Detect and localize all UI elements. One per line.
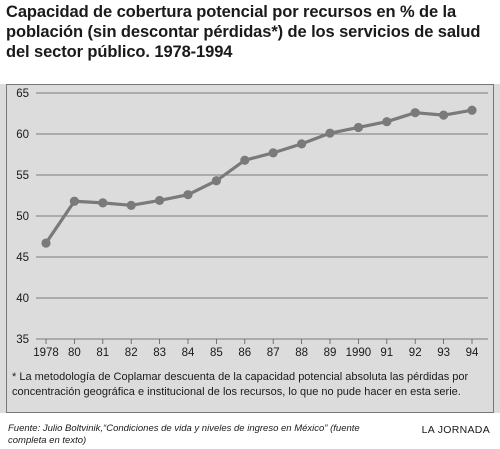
data-point [268,148,278,158]
y-tick-label: 40 [16,293,29,305]
y-tick-label: 55 [16,170,29,182]
x-axis-ticks: 1978 80 81 82 83 84 85 86 87 88 89 1990 91 92 93 94 [33,339,479,359]
x-tick-label: 89 [324,347,337,359]
source-citation: Fuente: Julio Boltvinik,“Condiciones de … [8,423,360,446]
x-tick-label: 82 [125,347,138,359]
chart-panel [0,84,500,413]
y-tick-label: 45 [16,252,29,264]
data-point [211,176,221,186]
x-tick-label: 81 [96,347,109,359]
data-point [155,195,165,206]
series-line [44,108,473,244]
methodology-note: * La metodología de Coplamar descuenta d… [12,371,469,398]
data-point [183,190,193,200]
y-tick-label: 60 [16,129,29,141]
data-point [353,122,363,133]
chart-title: Capacidad de cobertura potencial por rec… [6,3,481,61]
gridlines [36,92,488,340]
data-point [439,110,449,120]
x-tick-label: 80 [68,347,81,359]
x-tick-label: 1990 [346,347,372,359]
y-tick-label: 50 [16,211,29,223]
x-tick-label: 1978 [33,347,59,359]
chart-frame [6,84,494,413]
x-tick-label: 84 [182,347,195,359]
data-point [126,200,136,210]
x-tick-label: 86 [238,347,251,359]
y-tick-label: 65 [16,88,29,100]
x-tick-label: 87 [267,347,280,359]
x-tick-label: 93 [437,347,450,359]
data-point [41,238,51,248]
publisher-credit: LA JORNADA [421,424,490,436]
x-tick-label: 83 [153,347,166,359]
data-point [69,196,79,206]
x-tick-label: 91 [380,347,393,359]
x-tick-label: 94 [466,347,479,359]
data-point [240,155,250,165]
series-coverage [41,105,477,248]
data-point [410,108,420,118]
data-point [467,105,477,115]
x-tick-label: 92 [409,347,422,359]
x-tick-label: 88 [295,347,308,359]
y-axis-ticks: 35 40 45 50 55 60 65 [16,88,29,346]
data-point [98,198,108,208]
y-tick-label: 35 [16,334,29,346]
data-point [382,117,392,127]
x-tick-label: 85 [210,347,223,359]
data-point [325,128,335,138]
data-point [297,139,307,149]
